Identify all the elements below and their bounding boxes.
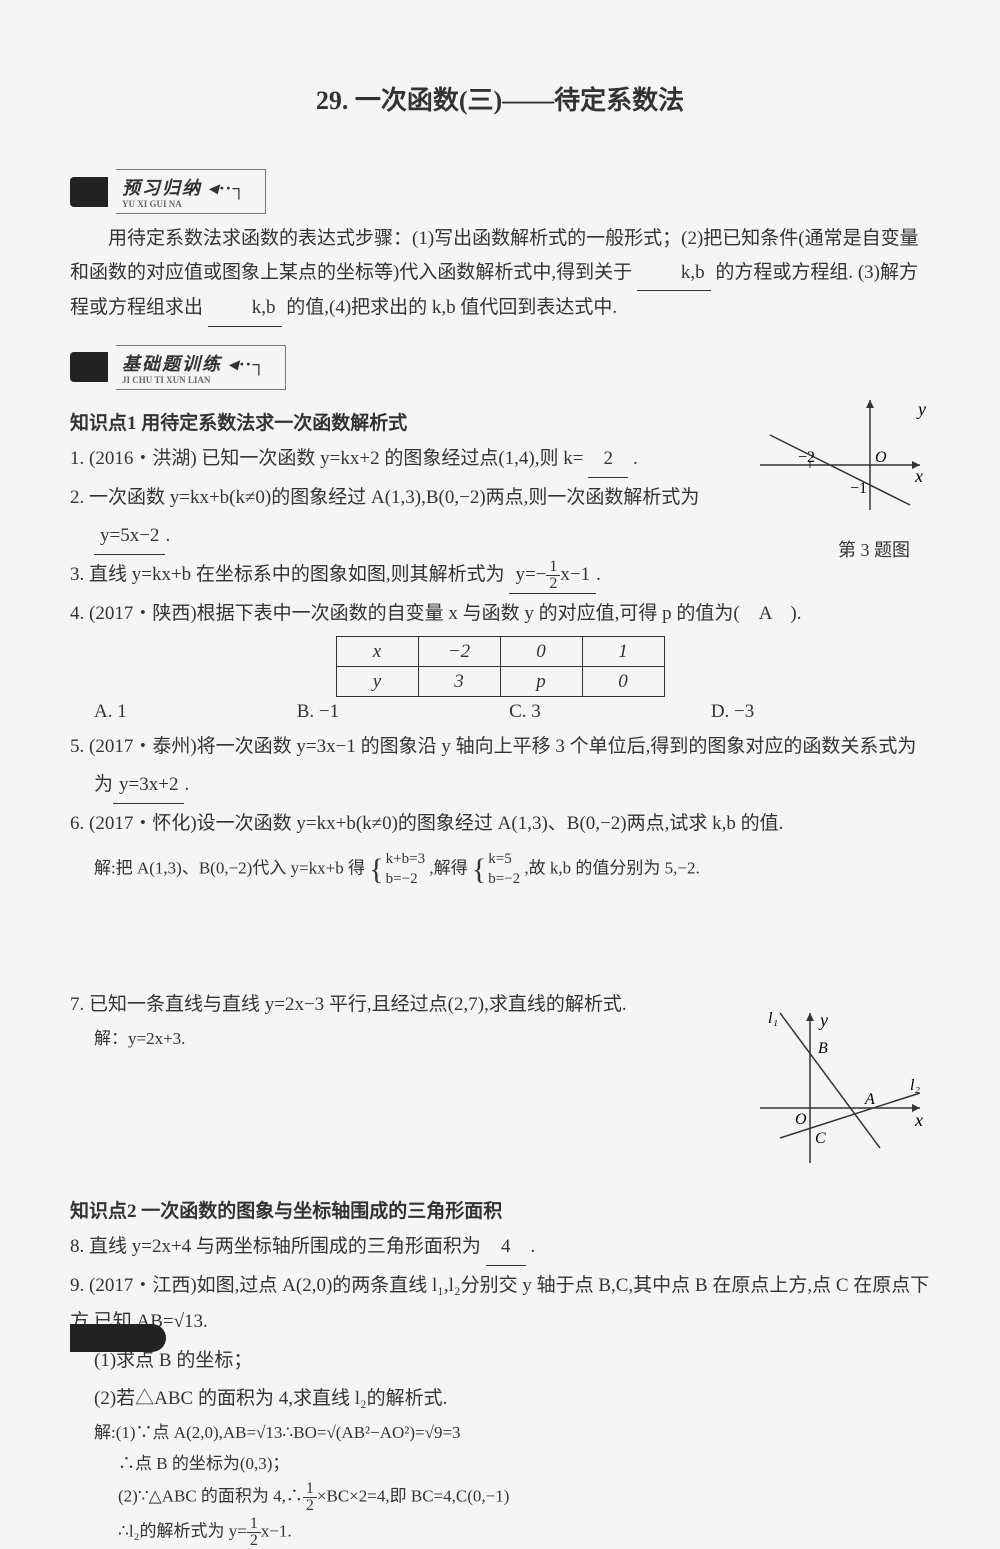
question-4: 4. (2017・陕西)根据下表中一次函数的自变量 x 与函数 y 的对应值,可… — [70, 596, 930, 632]
q3-graph: y x O −2 −1 — [750, 395, 930, 515]
table-cell: −2 — [418, 637, 500, 667]
svg-text:l₁: l₁ — [768, 1010, 778, 1027]
svg-text:y: y — [818, 1010, 828, 1030]
svg-text:C: C — [815, 1130, 826, 1147]
q9-part2: (2)若△ABC 的面积为 4,求直线 l₂的解析式. — [70, 1381, 930, 1417]
q2-answer-line: y=5x−2. — [70, 518, 930, 555]
page-title: 29. 一次函数(三)——待定系数法 — [70, 80, 930, 117]
question-8: 8. 直线 y=2x+4 与两坐标轴所围成的三角形面积为 4 . — [70, 1229, 930, 1266]
option-a: A. 1 — [94, 701, 127, 723]
table-cell: y — [336, 667, 418, 697]
option-b: B. −1 — [297, 701, 339, 723]
svg-text:A: A — [864, 1091, 875, 1108]
question-6: 6. (2017・怀化)设一次函数 y=kx+b(k≠0)的图象经过 A(1,3… — [70, 806, 930, 842]
summary-paragraph: 用待定系数法求函数的表达式步骤：(1)写出函数解析式的一般形式；(2)把已知条件… — [70, 222, 930, 327]
summary-blank-1: k,b — [637, 256, 711, 291]
svg-text:−2: −2 — [798, 449, 815, 466]
table-cell: 1 — [582, 637, 664, 667]
svg-text:−1: −1 — [850, 480, 867, 497]
table-cell: x — [336, 637, 418, 667]
q5-answer-line: 为y=3x+2. — [70, 767, 930, 804]
svg-text:l₂: l₂ — [910, 1077, 920, 1094]
section-label: 预习归纳 ◂··┐ YU XI GUI NA — [116, 169, 266, 214]
svg-text:y: y — [916, 399, 926, 419]
question-5: 5. (2017・泰州)将一次函数 y=3x−1 的图象沿 y 轴向上平移 3 … — [70, 729, 930, 765]
summary-blank-2: k,b — [208, 291, 282, 326]
q9-sol1a: 解:(1)∵点 A(2,0),AB=√13∴BO=√(AB²−AO²)=√9=3 — [70, 1419, 930, 1448]
svg-text:x: x — [914, 1110, 923, 1130]
q9-sol1b: ∴点 B 的坐标为(0,3)； — [70, 1450, 930, 1479]
section-preview: 预习归纳 ◂··┐ YU XI GUI NA — [70, 169, 266, 214]
q8-answer: 4 — [486, 1229, 526, 1266]
q9-graph: y x O A B C l₁ l₂ — [750, 1008, 930, 1168]
option-c: C. 3 — [509, 701, 541, 723]
q3-answer: y=−12x−1 — [509, 557, 596, 594]
option-d: D. −3 — [711, 701, 754, 723]
table-cell: 0 — [582, 667, 664, 697]
table-cell: 0 — [500, 637, 582, 667]
svg-text:O: O — [875, 449, 887, 466]
section-icon — [70, 177, 108, 207]
q9-part1: (1)求点 B 的坐标； — [70, 1343, 930, 1379]
section-label: 基础题训练 ◂··┐ JI CHU TI XUN LIAN — [116, 345, 286, 390]
svg-text:O: O — [795, 1111, 807, 1128]
q9-sol2a: (2)∵△ABC 的面积为 4,∴12×BC×2=4,即 BC=4,C(0,−1… — [70, 1481, 930, 1514]
section-basic: 基础题训练 ◂··┐ JI CHU TI XUN LIAN — [70, 345, 286, 390]
table-cell: p — [500, 667, 582, 697]
question-3: 3. 直线 y=kx+b 在坐标系中的图象如图,则其解析式为 y=−12x−1 … — [70, 557, 930, 594]
footer-block — [70, 1324, 166, 1352]
q9-sol2b: ∴l₂的解析式为 y=12x−1. — [70, 1516, 930, 1549]
svg-text:x: x — [914, 466, 923, 486]
question-9: 9. (2017・江西)如图,过点 A(2,0)的两条直线 l₁,l₂分别交 y… — [70, 1268, 930, 1340]
q6-solution: 解:把 A(1,3)、B(0,−2)代入 y=kx+b 得 k+b=3b=−2 … — [70, 844, 930, 895]
q4-options: A. 1 B. −1 C. 3 D. −3 — [70, 701, 930, 723]
svg-text:B: B — [818, 1040, 828, 1057]
section-icon — [70, 352, 108, 382]
q3-graph-caption: 第 3 题图 — [838, 536, 910, 562]
table-cell: 3 — [418, 667, 500, 697]
q4-table: x −2 0 1 y 3 p 0 — [70, 636, 930, 697]
q1-answer: 2 — [588, 441, 628, 478]
knowledge-point-2: 知识点2 一次函数的图象与坐标轴围成的三角形面积 — [70, 1196, 930, 1223]
